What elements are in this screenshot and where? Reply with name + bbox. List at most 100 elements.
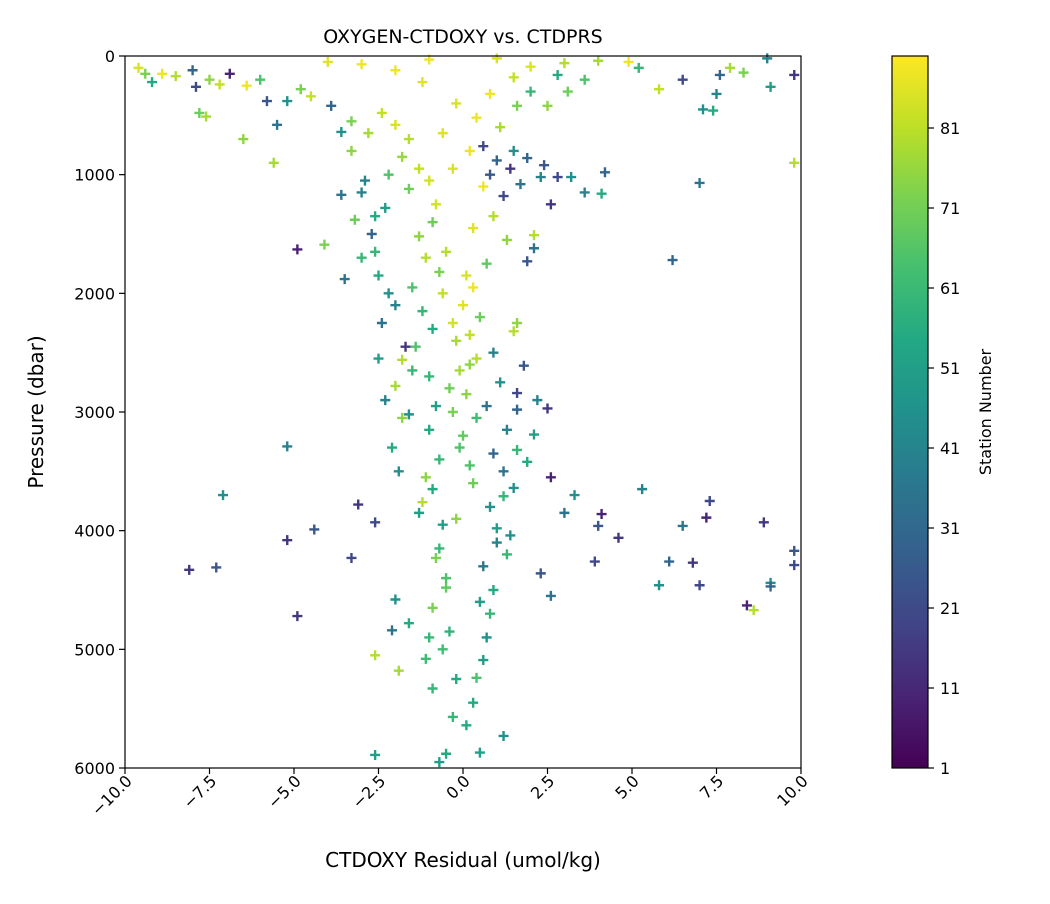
data-point [559, 58, 570, 69]
data-point [444, 383, 455, 394]
data-point [491, 523, 502, 534]
data-point [741, 600, 752, 611]
data-point [501, 549, 512, 560]
data-point [485, 501, 496, 512]
data-point [677, 74, 688, 85]
x-tick-label: −7.5 [179, 771, 220, 812]
plot-frame [124, 55, 802, 769]
data-point [224, 68, 235, 79]
data-point [282, 96, 293, 107]
data-point [255, 74, 266, 85]
data-point [454, 365, 465, 376]
data-point [498, 191, 509, 202]
data-point [444, 626, 455, 637]
data-point [390, 119, 401, 130]
data-point [471, 412, 482, 423]
data-point [488, 347, 499, 358]
data-point [437, 128, 448, 139]
data-point [201, 111, 212, 122]
data-point [623, 56, 634, 67]
data-point [387, 625, 398, 636]
data-point [387, 442, 398, 453]
data-point [336, 126, 347, 137]
data-point [481, 258, 492, 269]
data-point [762, 53, 773, 64]
colorbar-tick-label: 41 [940, 439, 960, 458]
data-point [758, 517, 769, 528]
data-point [393, 665, 404, 676]
data-point [204, 74, 215, 85]
data-point [468, 223, 479, 234]
data-point [430, 401, 441, 412]
data-point [157, 68, 168, 79]
data-point [427, 217, 438, 228]
data-point [539, 160, 550, 171]
data-point [545, 199, 556, 210]
data-point [725, 62, 736, 73]
data-point [356, 252, 367, 263]
data-point [485, 608, 496, 619]
data-point [593, 520, 604, 531]
data-point [464, 359, 475, 370]
data-point [528, 429, 539, 440]
data-point [599, 167, 610, 178]
data-point [501, 424, 512, 435]
colorbar-tick-label: 11 [940, 679, 960, 698]
data-point [559, 507, 570, 518]
data-point [711, 88, 722, 99]
y-tick-label: 2000 [74, 284, 115, 303]
data-point [447, 711, 458, 722]
data-point [532, 395, 543, 406]
data-point [478, 141, 489, 152]
data-point [427, 602, 438, 613]
x-tick-label: 5.0 [611, 771, 642, 802]
data-point [505, 163, 516, 174]
x-tick-label: −2.5 [348, 771, 389, 812]
y-tick-label: 3000 [74, 403, 115, 422]
data-point [488, 585, 499, 595]
x-tick-label: 2.5 [527, 771, 558, 802]
data-point [430, 552, 441, 563]
data-point [579, 187, 590, 198]
data-point [292, 611, 303, 622]
colorbar-tick-label: 1 [940, 759, 950, 778]
data-point [424, 371, 435, 382]
data-point [272, 119, 283, 130]
data-point [471, 112, 482, 123]
data-point [380, 202, 391, 213]
data-point [789, 157, 800, 168]
data-point [370, 211, 381, 222]
data-point [522, 256, 533, 267]
data-point [420, 472, 431, 483]
data-point [400, 341, 411, 352]
data-point [407, 282, 418, 293]
data-point [393, 466, 404, 477]
data-point [366, 229, 377, 239]
data-point [566, 172, 577, 183]
data-point [430, 199, 441, 210]
data-point [309, 524, 320, 535]
x-tick-label: −10.0 [88, 771, 136, 819]
data-point [552, 69, 563, 80]
data-point [451, 335, 462, 346]
colorbar-tick-label: 51 [940, 359, 960, 378]
data-point [447, 163, 458, 174]
data-point [765, 81, 776, 92]
data-point [390, 65, 401, 76]
data-point [339, 274, 350, 285]
data-point [694, 177, 705, 188]
data-point [414, 163, 425, 174]
x-tick-label: 10.0 [773, 771, 812, 810]
data-point [485, 169, 496, 180]
data-point [190, 81, 201, 92]
data-point [468, 282, 479, 293]
data-point [194, 107, 205, 118]
data-point [542, 100, 553, 111]
data-point [184, 564, 195, 575]
data-point [211, 562, 222, 573]
data-point [373, 353, 384, 364]
data-point [454, 442, 465, 453]
data-point [498, 730, 509, 741]
x-axis-label: CTDOXY Residual (umol/kg) [325, 848, 601, 872]
